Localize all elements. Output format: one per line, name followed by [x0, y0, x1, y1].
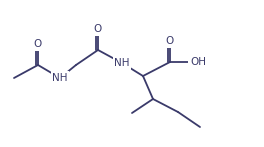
- Text: O: O: [94, 24, 102, 34]
- Text: OH: OH: [190, 57, 206, 67]
- Text: NH: NH: [52, 73, 68, 83]
- Text: NH: NH: [114, 58, 130, 68]
- Text: O: O: [34, 39, 42, 49]
- Text: O: O: [166, 36, 174, 46]
